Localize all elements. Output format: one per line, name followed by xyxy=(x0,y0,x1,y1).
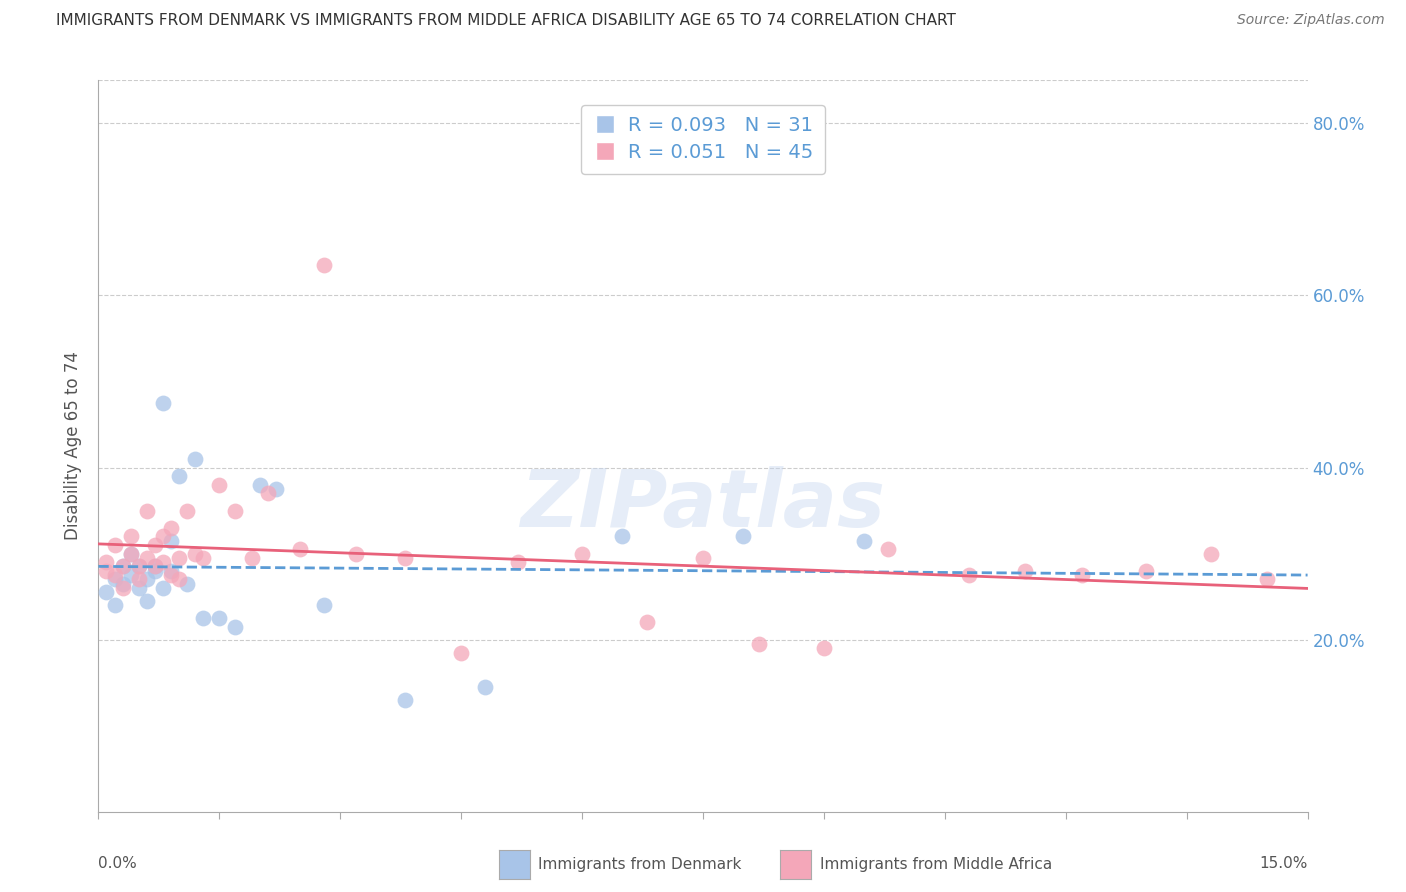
Legend: R = 0.093   N = 31, R = 0.051   N = 45: R = 0.093 N = 31, R = 0.051 N = 45 xyxy=(581,104,825,174)
Point xyxy=(128,559,150,574)
Point xyxy=(1199,547,1222,561)
Point xyxy=(135,573,157,587)
Point xyxy=(103,573,125,587)
Point xyxy=(143,559,166,574)
Point xyxy=(692,550,714,565)
Point xyxy=(748,637,770,651)
Point xyxy=(111,581,134,595)
Point xyxy=(288,542,311,557)
Point xyxy=(193,550,215,565)
Point xyxy=(120,547,142,561)
Point xyxy=(152,529,174,543)
Point xyxy=(314,258,336,272)
Point xyxy=(224,620,246,634)
Point xyxy=(135,550,157,565)
Point xyxy=(96,564,118,578)
Point xyxy=(143,538,166,552)
Point xyxy=(208,611,231,625)
Point xyxy=(733,529,755,543)
Point xyxy=(256,486,278,500)
Point xyxy=(506,555,529,569)
Point xyxy=(394,550,416,565)
Point xyxy=(612,529,634,543)
Point xyxy=(143,564,166,578)
Point xyxy=(103,568,125,582)
Point xyxy=(1256,573,1278,587)
Text: ZIPatlas: ZIPatlas xyxy=(520,466,886,543)
Point xyxy=(1014,564,1036,578)
Point xyxy=(344,547,367,561)
Point xyxy=(135,594,157,608)
Point xyxy=(208,477,231,491)
Point xyxy=(224,503,246,517)
Point xyxy=(96,585,118,599)
Point xyxy=(394,693,416,707)
Point xyxy=(167,573,190,587)
Point xyxy=(184,547,207,561)
Point xyxy=(143,559,166,574)
Point xyxy=(167,469,190,483)
Point xyxy=(152,581,174,595)
Point xyxy=(450,646,472,660)
Point xyxy=(167,550,190,565)
Point xyxy=(1135,564,1157,578)
Point xyxy=(571,547,593,561)
Point xyxy=(474,680,496,694)
Point xyxy=(96,555,118,569)
Text: Source: ZipAtlas.com: Source: ZipAtlas.com xyxy=(1237,13,1385,28)
Point xyxy=(636,615,658,630)
Point xyxy=(1070,568,1092,582)
Point xyxy=(240,550,263,565)
Point xyxy=(128,559,150,574)
Point xyxy=(103,538,125,552)
Point xyxy=(120,568,142,582)
Point xyxy=(120,547,142,561)
Point xyxy=(111,559,134,574)
Text: IMMIGRANTS FROM DENMARK VS IMMIGRANTS FROM MIDDLE AFRICA DISABILITY AGE 65 TO 74: IMMIGRANTS FROM DENMARK VS IMMIGRANTS FR… xyxy=(56,13,956,29)
Point xyxy=(152,396,174,410)
Point xyxy=(152,555,174,569)
Point xyxy=(249,477,271,491)
Point xyxy=(111,559,134,574)
Point xyxy=(160,521,183,535)
Point xyxy=(120,529,142,543)
Point xyxy=(160,533,183,548)
Point xyxy=(193,611,215,625)
Point xyxy=(160,564,183,578)
Point xyxy=(176,503,198,517)
Point xyxy=(111,576,134,591)
Point xyxy=(160,568,183,582)
Point xyxy=(128,573,150,587)
Point xyxy=(128,581,150,595)
Point xyxy=(877,542,900,557)
Point xyxy=(103,598,125,612)
Point xyxy=(135,503,157,517)
Y-axis label: Disability Age 65 to 74: Disability Age 65 to 74 xyxy=(65,351,83,541)
Text: Immigrants from Denmark: Immigrants from Denmark xyxy=(538,857,742,872)
Point xyxy=(176,576,198,591)
Text: 15.0%: 15.0% xyxy=(1260,855,1308,871)
Point xyxy=(853,533,876,548)
Text: Immigrants from Middle Africa: Immigrants from Middle Africa xyxy=(820,857,1052,872)
Point xyxy=(813,641,835,656)
Point xyxy=(314,598,336,612)
Text: 0.0%: 0.0% xyxy=(98,855,138,871)
Point xyxy=(184,451,207,466)
Point xyxy=(957,568,980,582)
Point xyxy=(264,482,287,496)
